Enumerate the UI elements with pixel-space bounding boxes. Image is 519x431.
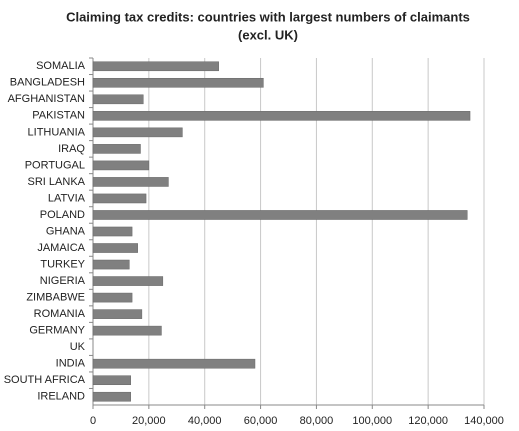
bar bbox=[92, 111, 471, 121]
bar bbox=[92, 210, 468, 220]
x-tick-label: 40,000 bbox=[188, 415, 222, 427]
bar bbox=[92, 177, 169, 187]
bar bbox=[92, 160, 150, 171]
y-tick-label: POLAND bbox=[40, 209, 85, 221]
y-tick-label: PAKISTAN bbox=[32, 110, 85, 122]
bar bbox=[92, 276, 164, 286]
y-tick-label: LITHUANIA bbox=[28, 126, 86, 138]
y-tick-label: GERMANY bbox=[29, 325, 85, 337]
bar bbox=[92, 325, 162, 336]
y-tick-label: ZIMBABWE bbox=[26, 292, 85, 304]
y-tick-label: SRI LANKA bbox=[28, 176, 86, 188]
y-tick-label: IRELAND bbox=[37, 391, 85, 403]
bar bbox=[92, 292, 133, 303]
y-tick-label: TURKEY bbox=[40, 258, 85, 270]
bar bbox=[92, 358, 256, 369]
y-tick-label: PORTUGAL bbox=[25, 159, 85, 171]
x-tick-label: 0 bbox=[90, 415, 96, 427]
bar bbox=[92, 243, 138, 253]
bar bbox=[92, 61, 219, 72]
y-tick-label: SOUTH AFRICA bbox=[4, 374, 86, 386]
bar bbox=[92, 226, 133, 237]
bar bbox=[92, 259, 130, 270]
bar bbox=[92, 77, 264, 88]
bar bbox=[92, 375, 131, 386]
y-tick-label: INDIA bbox=[56, 358, 86, 370]
x-tick-label: 120,000 bbox=[408, 415, 448, 427]
bar bbox=[92, 391, 131, 402]
x-tick-label: 100,000 bbox=[352, 415, 392, 427]
y-tick-label: LATVIA bbox=[48, 192, 86, 204]
y-tick-label: IRAQ bbox=[58, 143, 85, 155]
bar bbox=[92, 94, 144, 105]
bar bbox=[92, 309, 143, 319]
y-tick-label: JAMAICA bbox=[37, 242, 85, 254]
x-tick-label: 20,000 bbox=[132, 415, 166, 427]
bar bbox=[92, 127, 183, 138]
y-tick-label: BANGLADESH bbox=[10, 77, 85, 89]
y-tick-label: GHANA bbox=[46, 225, 86, 237]
y-tick-label: SOMALIA bbox=[36, 60, 86, 72]
bar bbox=[92, 193, 147, 204]
x-tick-label: 80,000 bbox=[300, 415, 334, 427]
y-tick-label: AFGHANISTAN bbox=[8, 93, 85, 105]
x-tick-label: 140,000 bbox=[464, 415, 504, 427]
y-tick-label: NIGERIA bbox=[40, 275, 86, 287]
chart-title: (excl. UK) bbox=[238, 27, 298, 42]
y-tick-label: ROMANIA bbox=[34, 308, 86, 320]
chart-title: Claiming tax credits: countries with lar… bbox=[66, 9, 470, 24]
y-tick-label: UK bbox=[70, 341, 86, 353]
bar bbox=[92, 144, 141, 154]
x-tick-label: 60,000 bbox=[244, 415, 278, 427]
